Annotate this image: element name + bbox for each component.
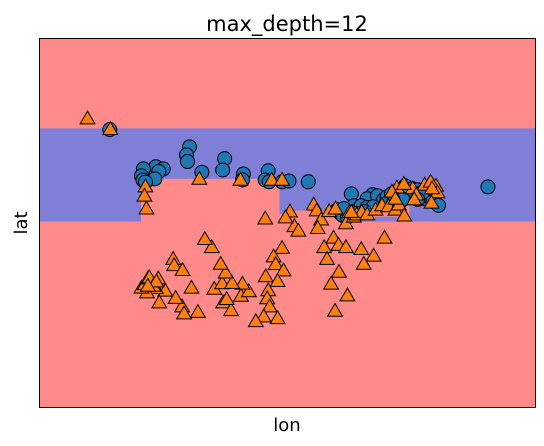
- triangle-point-69: [222, 301, 240, 317]
- triangle-point-63: [261, 298, 278, 313]
- triangle-point-58: [275, 262, 292, 277]
- triangle-point-1: [102, 120, 119, 136]
- triangle-point-47: [365, 247, 382, 262]
- triangle-point-5: [191, 170, 208, 185]
- triangle-point-98: [343, 203, 360, 218]
- triangle-point-103: [277, 209, 294, 224]
- triangle-point-48: [355, 255, 372, 270]
- chart-title: max_depth=12: [206, 12, 368, 37]
- triangle-point-87: [217, 264, 234, 279]
- triangle-point-51: [339, 287, 356, 302]
- triangle-point-39: [309, 219, 326, 235]
- triangle-point-83: [234, 275, 251, 290]
- triangle-point-90: [196, 230, 214, 246]
- triangle-point-65: [269, 309, 286, 325]
- triangle-point-50: [322, 275, 340, 290]
- triangle-point-27: [395, 175, 413, 190]
- triangle-point-7: [263, 171, 280, 186]
- triangle-point-72: [167, 289, 184, 304]
- triangle-point-88: [212, 255, 229, 270]
- triangle-point-99: [327, 200, 344, 215]
- circle-point-3: [180, 154, 196, 170]
- triangle-point-3: [136, 187, 153, 202]
- region-red-2: [279, 214, 343, 226]
- triangle-point-36: [423, 194, 440, 209]
- triangle-point-52: [326, 302, 344, 317]
- triangle-point-4: [138, 200, 155, 215]
- triangle-point-70: [189, 303, 207, 318]
- region-red-1: [140, 178, 280, 226]
- triangle-point-64: [255, 308, 273, 323]
- plot-frame: [39, 38, 536, 408]
- triangle-point-49: [330, 263, 348, 278]
- triangle-point-41: [315, 238, 333, 254]
- triangle-point-91: [183, 279, 200, 294]
- y-axis-label: lat: [11, 211, 32, 234]
- circle-point-7: [215, 162, 231, 178]
- triangle-point-59: [257, 267, 274, 283]
- triangle-point-37: [405, 191, 423, 206]
- triangle-point-89: [203, 238, 221, 254]
- triangle-point-93: [174, 261, 191, 276]
- triangle-point-97: [139, 277, 157, 292]
- triangle-point-102: [256, 210, 274, 225]
- triangle-point-101: [290, 222, 307, 237]
- triangle-point-96: [148, 273, 165, 288]
- circle-point-22: [300, 174, 316, 190]
- triangle-point-81: [240, 283, 258, 298]
- triangle-point-57: [267, 255, 284, 271]
- triangle-point-38: [396, 207, 413, 222]
- triangle-point-44: [337, 238, 355, 254]
- data-points: [79, 110, 496, 328]
- triangle-point-6: [232, 171, 249, 186]
- triangle-point-92: [151, 294, 168, 309]
- circle-point-23: [480, 179, 496, 195]
- triangle-point-66: [247, 312, 265, 328]
- region-red-6: [40, 225, 535, 228]
- x-axis-label: lon: [273, 415, 300, 436]
- triangle-point-8: [273, 171, 291, 186]
- triangle-point-46: [376, 229, 393, 244]
- triangle-point-54: [165, 256, 183, 272]
- triangle-point-80: [175, 305, 193, 320]
- triangle-point-33: [423, 180, 441, 195]
- triangle-point-60: [269, 272, 286, 287]
- triangle-point-0: [79, 110, 96, 125]
- triangle-point-42: [318, 250, 336, 265]
- triangle-point-45: [352, 240, 370, 255]
- triangle-point-55: [273, 239, 291, 254]
- triangle-point-35: [387, 190, 404, 205]
- triangle-point-82: [218, 290, 235, 306]
- triangle-point-86: [223, 274, 241, 289]
